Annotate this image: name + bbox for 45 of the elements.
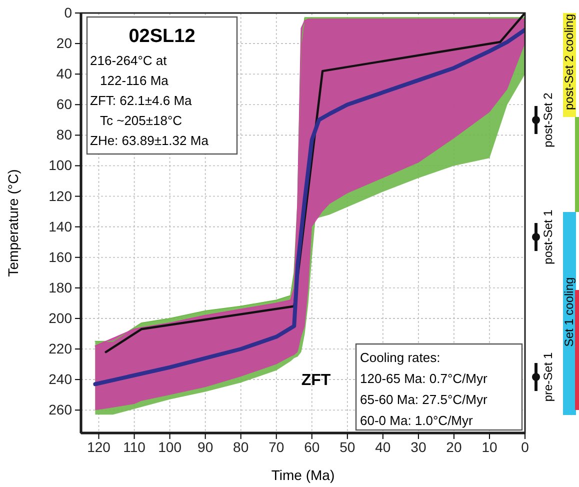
x-tick-label: 20 [446,438,462,455]
x-tick-label: 40 [375,438,391,455]
annotation: ZFT [301,372,331,389]
annotation: 216-264°C at [90,53,168,68]
y-tick-label: 160 [48,248,72,265]
x-tick-label: 90 [198,438,214,455]
y-tick-label: 40 [56,66,72,82]
y-tick-label: 0 [64,4,72,20]
annotation: Tc ~205±18°C [100,113,182,128]
x-tick-label: 0 [521,438,530,455]
x-axis-title: Time (Ma) [271,467,335,483]
x-tick-label: 120 [87,438,111,455]
text: post-Set 2 [541,92,555,148]
x-tick-label: 100 [158,438,182,455]
annotation: ZHe: 63.89±1.32 Ma [90,133,210,148]
y-tick-label: 180 [48,279,72,296]
text: Set 1 cooling [562,277,576,347]
x-tick-label: 80 [233,438,249,455]
y-tick-label: 20 [56,35,72,52]
annotation: 65-60 Ma: 27.5°C/Myr [360,392,488,407]
x-tick-label: 10 [482,438,498,455]
x-tick-label: 70 [268,438,284,455]
text: post-Set 2 cooling [562,14,576,110]
y-tick-label: 200 [48,310,72,326]
annotation: 122-116 Ma [100,73,170,88]
text: 02SL12 [128,26,196,47]
y-tick-label: 220 [48,340,72,356]
y-tick-label: 80 [56,126,72,143]
y-tick-label: 100 [48,157,72,174]
y-tick-label: 240 [48,371,72,388]
y-tick-label: 140 [48,218,72,234]
x-tick-label: 50 [340,438,356,455]
x-tick-label: 30 [410,438,426,455]
x-tick-label: 60 [304,438,320,455]
annotation: ZFT: 62.1±4.6 Ma [90,93,193,108]
y-tick-label: 120 [48,188,72,204]
y-tick-label: 260 [48,402,72,418]
annotation: 60-0 Ma: 1.0°C/Myr [360,413,474,428]
text: pre-Set 1 [541,352,555,402]
text: post-Set 1 [541,209,555,264]
y-axis-title: Temperature (°C) [5,169,21,277]
x-tick-label: 110 [123,438,146,455]
y-tick-label: 60 [56,96,72,112]
annotation: 120-65 Ma: 0.7°C/Myr [360,371,488,386]
annotation: Cooling rates: [360,350,440,365]
